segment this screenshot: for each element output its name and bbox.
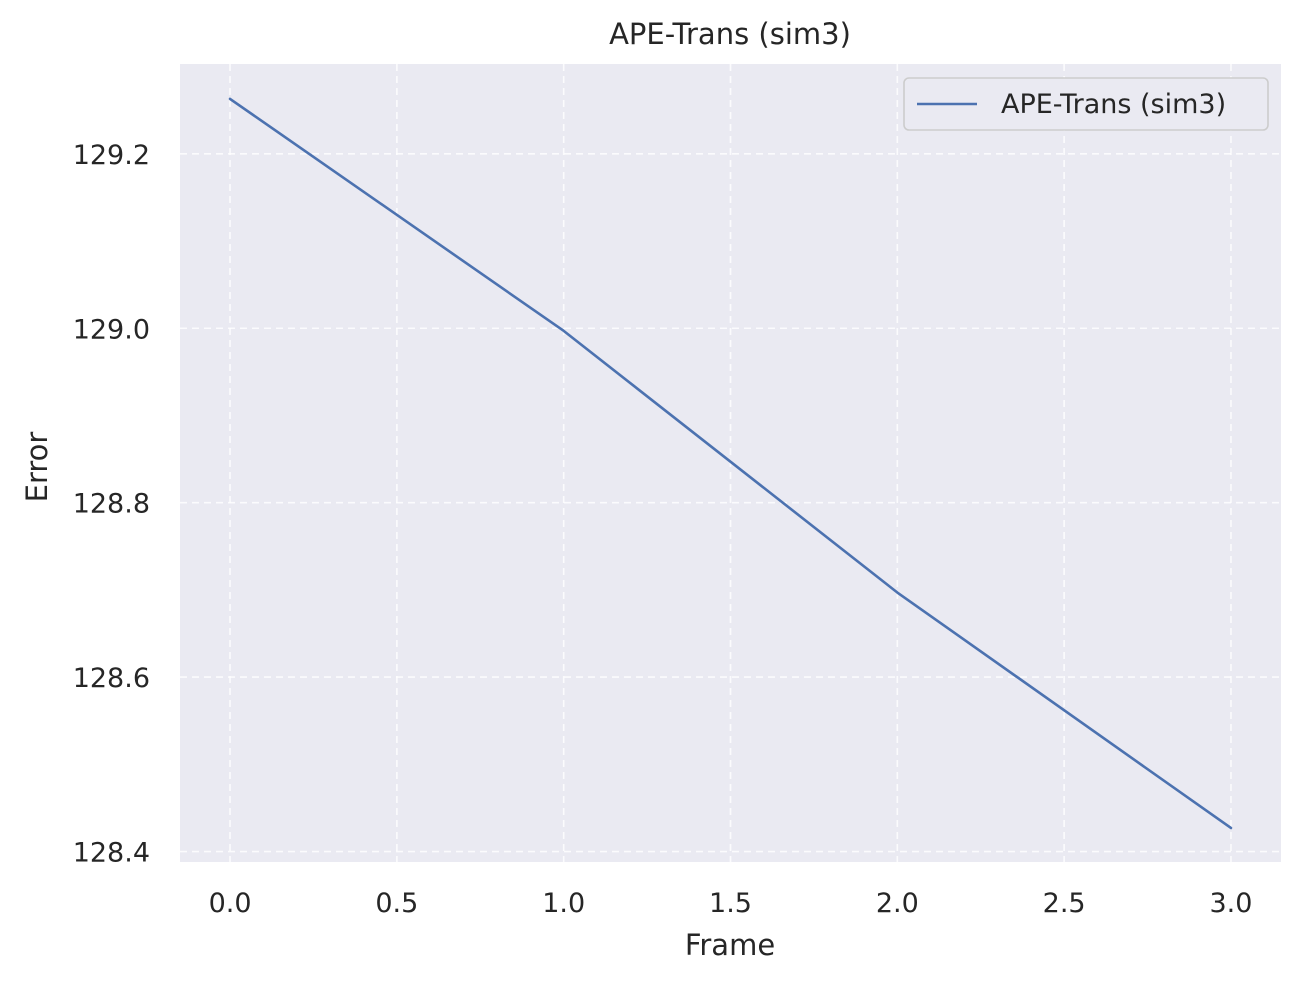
y-axis-label: Error	[20, 432, 54, 503]
y-tick-labels: 128.4 128.6 128.8 129.0 129.2	[73, 140, 150, 869]
x-tick-label: 3.0	[1209, 888, 1252, 919]
chart-title: APE-Trans (sim3)	[609, 17, 851, 51]
legend-box	[903, 77, 1269, 131]
y-tick-label: 128.8	[73, 489, 150, 520]
y-tick-label: 129.0	[73, 314, 150, 345]
x-axis-label: Frame	[685, 928, 775, 962]
x-tick-label: 1.0	[542, 888, 585, 919]
x-tick-labels: 0.0 0.5 1.0 1.5 2.0 2.5 3.0	[209, 888, 1253, 919]
x-tick-label: 0.5	[375, 888, 418, 919]
x-tick-label: 2.5	[1043, 888, 1086, 919]
x-tick-label: 1.5	[709, 888, 752, 919]
y-tick-label: 128.6	[73, 663, 150, 694]
legend-label: APE-Trans (sim3)	[1001, 89, 1226, 120]
legend: APE-Trans (sim3)	[903, 77, 1269, 131]
series-layer	[228, 97, 1233, 830]
x-tick-label: 2.0	[876, 888, 919, 919]
x-tick-label: 0.0	[209, 888, 252, 919]
grid	[180, 64, 1281, 862]
y-tick-label: 129.2	[73, 140, 150, 171]
y-tick-label: 128.4	[73, 838, 150, 869]
series-line	[228, 97, 1233, 830]
